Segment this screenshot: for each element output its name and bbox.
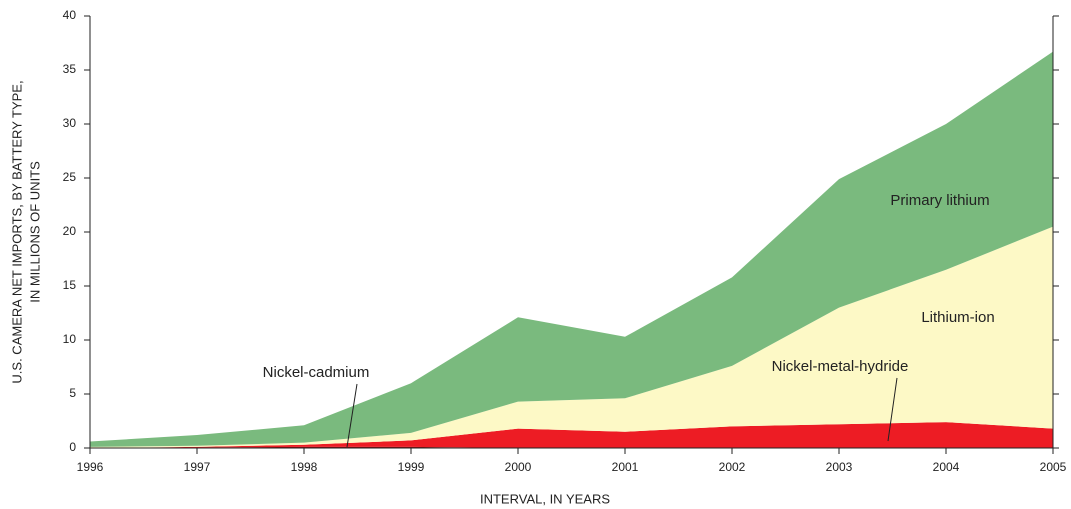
series-label: Nickel-cadmium: [263, 364, 370, 381]
y-tick-label: 5: [69, 386, 76, 400]
x-tick-label: 1997: [184, 460, 211, 474]
area: [90, 51, 1053, 447]
y-tick-label: 35: [63, 62, 77, 76]
series-label: Primary lithium: [890, 192, 989, 209]
y-tick-label: 15: [63, 278, 77, 292]
y-tick-label: 25: [63, 170, 77, 184]
x-tick-label: 2004: [933, 460, 960, 474]
leader-line: [346, 383, 358, 448]
y-tick-label: 10: [63, 332, 77, 346]
leader-line: [887, 377, 898, 442]
y-tick-label: 30: [63, 116, 77, 130]
y-axis-title: IN MILLIONS OF UNITS: [27, 161, 42, 303]
x-tick-label: 1999: [398, 460, 425, 474]
area: [90, 422, 1053, 448]
x-tick-label: 1998: [291, 460, 318, 474]
area: [90, 226, 1053, 448]
y-tick-label: 40: [63, 8, 77, 22]
x-tick-label: 2005: [1040, 460, 1067, 474]
y-axis-title: U.S. CAMERA NET IMPORTS, BY BATTERY TYPE…: [9, 80, 24, 383]
series-label: Lithium-ion: [921, 309, 994, 326]
x-tick-label: 2000: [505, 460, 532, 474]
x-tick-label: 2002: [719, 460, 746, 474]
x-axis-title: INTERVAL, IN YEARS: [480, 491, 610, 506]
series-label: Nickel-metal-hydride: [772, 358, 909, 375]
x-tick-label: 2001: [612, 460, 639, 474]
y-tick-label: 0: [69, 440, 76, 454]
x-tick-label: 2003: [826, 460, 853, 474]
y-tick-label: 20: [63, 224, 77, 238]
x-tick-label: 1996: [77, 460, 104, 474]
